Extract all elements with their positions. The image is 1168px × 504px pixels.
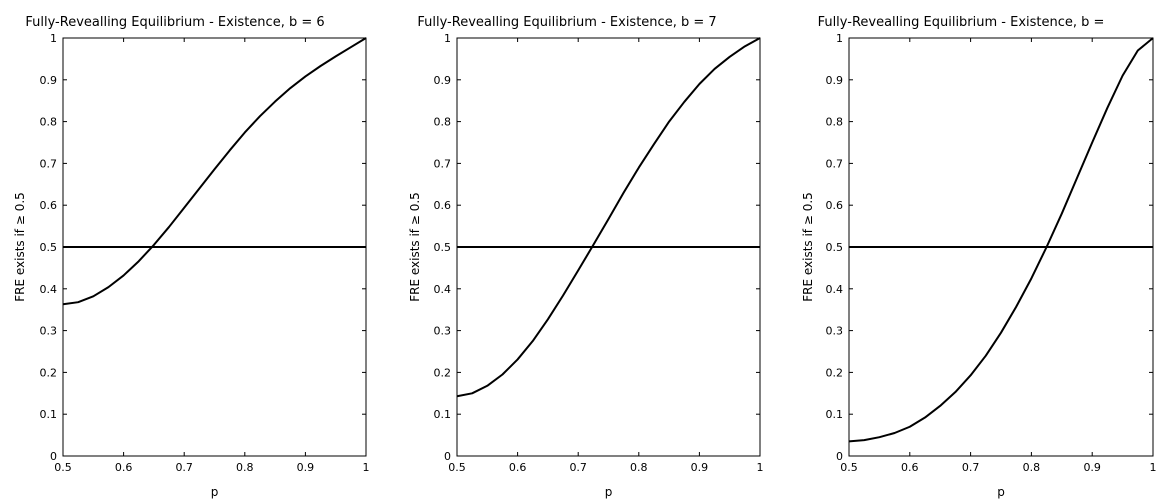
y-axis-label: FRE exists if ≥ 0.5 xyxy=(408,192,422,302)
y-tick-label: 0.5 xyxy=(826,241,844,254)
y-tick-label: 0.6 xyxy=(826,199,844,212)
y-tick-label: 0.5 xyxy=(40,241,58,254)
y-tick-label: 0.2 xyxy=(40,366,58,379)
x-axis-label: p xyxy=(605,485,613,499)
x-tick-label: 0.6 xyxy=(115,461,133,474)
y-tick-label: 0.3 xyxy=(40,325,58,338)
y-tick-label: 0.6 xyxy=(434,199,452,212)
y-axis-label: FRE exists if ≥ 0.5 xyxy=(13,192,27,302)
x-tick-label: 0.8 xyxy=(236,461,254,474)
chart-panel-b7: Fully-Revealling Equilibrium - Existence… xyxy=(408,15,764,499)
chart-title: Fully-Revealling Equilibrium - Existence… xyxy=(818,15,1105,30)
x-tick-label: 0.6 xyxy=(509,461,527,474)
y-tick-label: 0.8 xyxy=(434,116,452,129)
y-tick-label: 0 xyxy=(444,450,451,463)
x-tick-label: 0.8 xyxy=(1023,461,1041,474)
y-tick-label: 1 xyxy=(444,32,451,45)
chart-title: Fully-Revealling Equilibrium - Existence… xyxy=(417,15,716,30)
x-tick-label: 0.8 xyxy=(630,461,648,474)
y-tick-label: 0.1 xyxy=(434,408,452,421)
y-tick-label: 0.4 xyxy=(434,283,452,296)
y-tick-label: 0.2 xyxy=(826,366,844,379)
x-tick-label: 0.9 xyxy=(1083,461,1101,474)
series-line xyxy=(848,37,1154,443)
x-tick-label: 0.7 xyxy=(175,461,193,474)
y-tick-label: 0.9 xyxy=(826,74,844,87)
y-tick-label: 0.6 xyxy=(40,199,58,212)
y-tick-label: 0.4 xyxy=(40,283,58,296)
y-tick-label: 0.7 xyxy=(434,157,452,170)
chart-panel-b8: Fully-Revealling Equilibrium - Existence… xyxy=(801,15,1157,499)
y-tick-label: 1 xyxy=(836,32,843,45)
x-tick-label: 0.5 xyxy=(448,461,466,474)
y-tick-label: 0 xyxy=(50,450,57,463)
x-tick-label: 0.6 xyxy=(901,461,919,474)
y-tick-label: 0.3 xyxy=(826,325,844,338)
x-tick-label: 0.7 xyxy=(569,461,587,474)
x-axis-label: p xyxy=(997,485,1005,499)
y-tick-label: 0 xyxy=(836,450,843,463)
y-tick-label: 0.1 xyxy=(40,408,58,421)
y-tick-label: 0.7 xyxy=(826,157,844,170)
y-axis-label: FRE exists if ≥ 0.5 xyxy=(801,192,815,302)
x-tick-label: 0.9 xyxy=(691,461,709,474)
x-tick-label: 1 xyxy=(363,461,370,474)
y-tick-label: 0.8 xyxy=(826,116,844,129)
y-tick-label: 0.8 xyxy=(40,116,58,129)
y-tick-label: 0.1 xyxy=(826,408,844,421)
y-tick-label: 0.9 xyxy=(40,74,58,87)
x-tick-label: 0.5 xyxy=(54,461,72,474)
y-tick-label: 0.9 xyxy=(434,74,452,87)
chart-title: Fully-Revealling Equilibrium - Existence… xyxy=(25,15,324,30)
y-tick-label: 0.3 xyxy=(434,325,452,338)
y-tick-label: 0.7 xyxy=(40,157,58,170)
chart-panel-b6: Fully-Revealling Equilibrium - Existence… xyxy=(13,15,370,499)
series-line xyxy=(62,37,367,306)
y-tick-label: 0.5 xyxy=(434,241,452,254)
x-tick-label: 1 xyxy=(757,461,764,474)
y-tick-label: 1 xyxy=(50,32,57,45)
x-axis-label: p xyxy=(211,485,219,499)
series-line xyxy=(456,37,761,398)
x-tick-label: 1 xyxy=(1150,461,1157,474)
x-tick-label: 0.9 xyxy=(297,461,315,474)
x-tick-label: 0.7 xyxy=(962,461,980,474)
y-tick-label: 0.4 xyxy=(826,283,844,296)
x-tick-label: 0.5 xyxy=(840,461,858,474)
y-tick-label: 0.2 xyxy=(434,366,452,379)
